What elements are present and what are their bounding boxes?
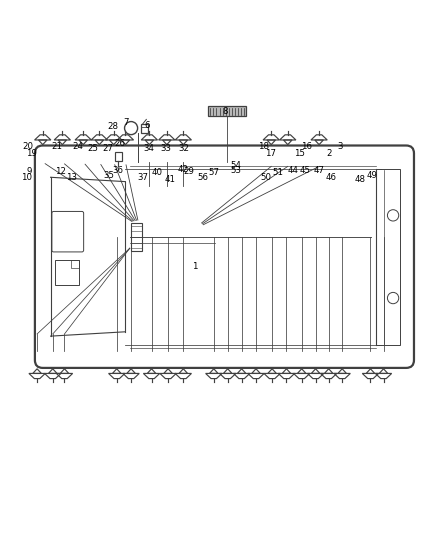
Text: 44: 44 — [287, 166, 298, 175]
Bar — [131, 223, 142, 251]
Text: 42: 42 — [178, 165, 189, 174]
Text: 27: 27 — [102, 143, 113, 152]
Bar — [208, 107, 247, 116]
Text: 8: 8 — [223, 108, 228, 117]
Text: 6: 6 — [145, 120, 150, 130]
Text: 50: 50 — [261, 173, 272, 182]
Text: 17: 17 — [265, 149, 276, 158]
Text: 37: 37 — [138, 173, 148, 182]
Text: 15: 15 — [294, 149, 305, 158]
Text: 1: 1 — [192, 262, 198, 271]
Text: 10: 10 — [21, 173, 32, 182]
Bar — [376, 168, 399, 345]
Text: 56: 56 — [197, 173, 208, 182]
Bar — [71, 260, 79, 268]
Text: 46: 46 — [326, 173, 337, 182]
Text: 9: 9 — [27, 167, 32, 176]
Text: 34: 34 — [143, 143, 154, 152]
Text: 54: 54 — [230, 161, 241, 170]
Text: 25: 25 — [87, 143, 98, 152]
Text: 12: 12 — [56, 167, 67, 176]
Text: 45: 45 — [300, 166, 311, 175]
Text: 20: 20 — [22, 142, 33, 151]
Text: 16: 16 — [300, 142, 311, 151]
Text: 26: 26 — [114, 139, 125, 148]
Text: 48: 48 — [355, 175, 366, 184]
Text: 2: 2 — [326, 149, 332, 158]
Text: 53: 53 — [230, 166, 241, 175]
Text: 19: 19 — [25, 149, 36, 158]
Text: 41: 41 — [165, 175, 176, 184]
Text: 28: 28 — [107, 122, 118, 131]
Text: 57: 57 — [208, 168, 219, 177]
Text: 29: 29 — [183, 167, 194, 176]
Text: 40: 40 — [152, 168, 162, 177]
Text: 24: 24 — [72, 142, 83, 151]
Text: 51: 51 — [272, 168, 283, 177]
Bar — [116, 152, 121, 161]
Text: 35: 35 — [104, 172, 115, 181]
Text: 18: 18 — [258, 142, 269, 151]
Bar — [55, 260, 79, 285]
Text: 21: 21 — [52, 142, 63, 151]
Text: 36: 36 — [113, 166, 124, 175]
Text: 13: 13 — [66, 173, 77, 182]
Text: 47: 47 — [314, 166, 325, 175]
Text: 49: 49 — [367, 171, 378, 180]
Bar — [141, 124, 148, 133]
Text: 32: 32 — [179, 143, 190, 152]
Text: 7: 7 — [123, 117, 129, 126]
Text: 33: 33 — [160, 143, 171, 152]
Text: 3: 3 — [337, 142, 343, 151]
